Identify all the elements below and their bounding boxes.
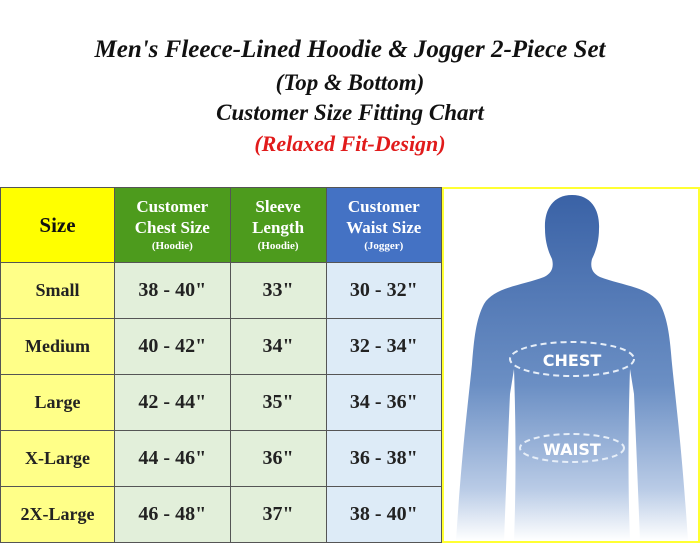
waist-label: WAIST xyxy=(543,440,601,459)
table-row: Small 38 - 40" 33" 30 - 32" xyxy=(0,262,443,319)
chest-cell: 42 - 44" xyxy=(114,374,231,431)
waist-cell: 36 - 38" xyxy=(325,430,443,487)
chest-cell: 46 - 48" xyxy=(114,486,231,543)
header-size: Size xyxy=(0,187,115,263)
waist-cell: 32 - 34" xyxy=(325,318,443,375)
chest-cell: 44 - 46" xyxy=(114,430,231,487)
chest-cell: 38 - 40" xyxy=(114,262,231,319)
header-waist-label: Customer Waist Size xyxy=(346,197,422,237)
waist-cell: 38 - 40" xyxy=(325,486,443,543)
body-measurement-figure: CHEST WAIST xyxy=(442,187,700,543)
header-sleeve-label: Sleeve Length xyxy=(252,197,305,237)
sleeve-cell: 37" xyxy=(229,486,327,543)
size-table: Size Customer Chest Size (Hoodie) Sleeve … xyxy=(0,187,443,543)
header-sleeve-sub: (Hoodie) xyxy=(257,240,299,252)
chest-label: CHEST xyxy=(543,351,602,370)
title-line-3: Customer Size Fitting Chart xyxy=(216,100,484,125)
chart-title-block: Men's Fleece-Lined Hoodie & Jogger 2-Pie… xyxy=(0,0,700,187)
body-silhouette-icon: CHEST WAIST xyxy=(456,195,688,541)
sleeve-cell: 35" xyxy=(229,374,327,431)
sleeve-cell: 33" xyxy=(229,262,327,319)
size-cell: X-Large xyxy=(0,430,115,487)
header-sleeve: Sleeve Length (Hoodie) xyxy=(229,187,327,263)
size-cell: Small xyxy=(0,262,115,319)
table-row: Large 42 - 44" 35" 34 - 36" xyxy=(0,374,443,431)
sleeve-cell: 34" xyxy=(229,318,327,375)
table-row: 2X-Large 46 - 48" 37" 38 - 40" xyxy=(0,486,443,543)
waist-cell: 30 - 32" xyxy=(325,262,443,319)
size-cell: Large xyxy=(0,374,115,431)
header-waist: Customer Waist Size (Jogger) xyxy=(325,187,443,263)
header-waist-sub: (Jogger) xyxy=(364,240,404,252)
title-line-1: Men's Fleece-Lined Hoodie & Jogger 2-Pie… xyxy=(94,36,606,63)
header-chest-label: Customer Chest Size xyxy=(134,197,210,237)
table-row: Medium 40 - 42" 34" 32 - 34" xyxy=(0,318,443,375)
size-cell: Medium xyxy=(0,318,115,375)
size-cell: 2X-Large xyxy=(0,486,115,543)
title-line-4: (Relaxed Fit-Design) xyxy=(254,131,446,156)
table-row: X-Large 44 - 46" 36" 36 - 38" xyxy=(0,430,443,487)
title-line-2: (Top & Bottom) xyxy=(275,70,425,95)
waist-cell: 34 - 36" xyxy=(325,374,443,431)
header-chest-sub: (Hoodie) xyxy=(151,240,193,252)
sleeve-cell: 36" xyxy=(229,430,327,487)
chest-cell: 40 - 42" xyxy=(114,318,231,375)
header-chest: Customer Chest Size (Hoodie) xyxy=(114,187,231,263)
header-row: Size Customer Chest Size (Hoodie) Sleeve … xyxy=(0,187,443,263)
